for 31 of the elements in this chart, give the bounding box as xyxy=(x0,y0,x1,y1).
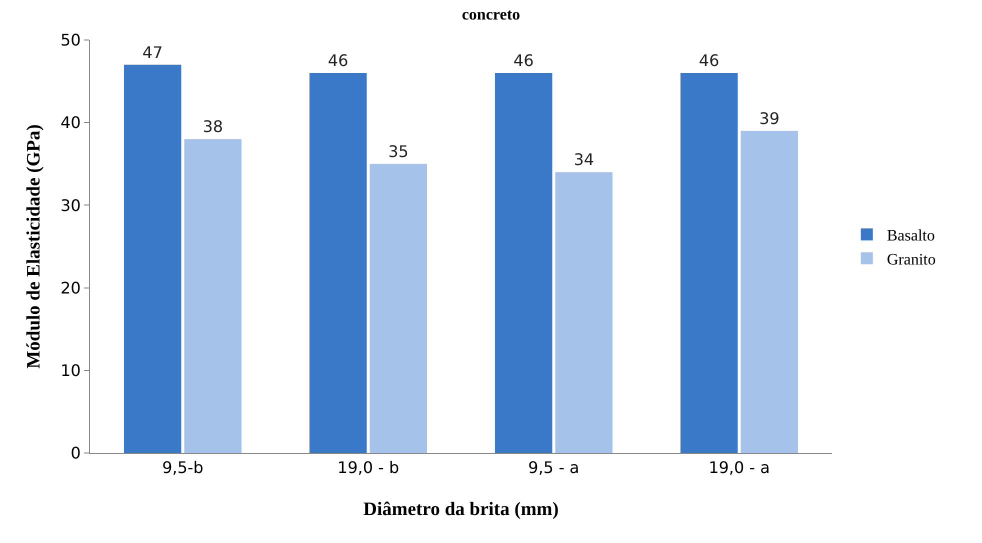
data-label: 47 xyxy=(142,42,163,62)
bar xyxy=(309,73,367,453)
y-tick-label: 10 xyxy=(60,361,81,380)
data-label: 39 xyxy=(759,108,780,128)
x-tick-label: 9,5 - a xyxy=(528,458,580,478)
legend-label: Basalto xyxy=(886,228,935,245)
y-tick-label: 0 xyxy=(70,444,81,463)
data-label: 46 xyxy=(513,51,534,70)
data-label: 34 xyxy=(574,150,594,170)
bar xyxy=(740,130,798,453)
bar xyxy=(124,64,182,453)
data-label: 46 xyxy=(698,51,720,70)
y-axis-title: Módulo de Elasticidade (GPa) xyxy=(23,124,44,369)
bar xyxy=(184,139,242,453)
x-tick-label: 19,0 - b xyxy=(337,458,400,478)
chart-title: concreto xyxy=(462,6,520,24)
legend-label: Granito xyxy=(886,251,936,268)
x-tick-label: 9,5-b xyxy=(162,458,204,478)
y-tick-label: 20 xyxy=(60,278,81,298)
y-tick-label: 30 xyxy=(60,196,81,215)
x-tick-label: 19,0 - a xyxy=(708,458,770,478)
bar xyxy=(370,164,428,453)
bar xyxy=(494,73,552,453)
y-tick-label: 40 xyxy=(60,113,81,132)
bar xyxy=(680,73,738,453)
data-label: 38 xyxy=(202,117,224,136)
y-tick-label: 50 xyxy=(60,30,81,50)
x-axis-title: Diâmetro da brita (mm) xyxy=(363,499,559,520)
bar xyxy=(555,172,613,453)
data-label: 35 xyxy=(388,142,409,161)
data-label: 46 xyxy=(328,51,348,70)
